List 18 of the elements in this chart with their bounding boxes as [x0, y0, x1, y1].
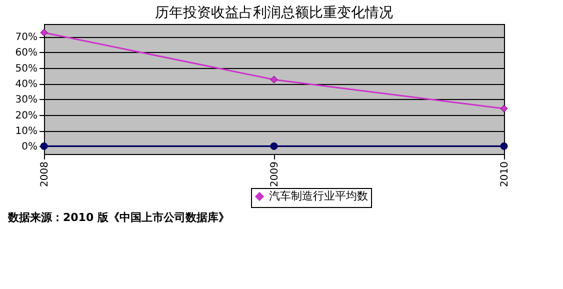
y-tick-label: 30%	[15, 94, 38, 106]
y-tick-label: 0%	[22, 142, 38, 153]
legend-label: 汽车制造行业平均数	[269, 190, 368, 202]
point	[270, 142, 278, 150]
source-note: 数据来源：2010 版《中国上市公司数据库》	[7, 211, 230, 224]
y-tick-label: 60%	[15, 48, 38, 59]
y-tick-label: 10%	[15, 126, 38, 138]
point	[500, 104, 508, 112]
y-tick-label: 20%	[15, 110, 38, 122]
point	[270, 76, 278, 84]
x-tick-label: 2009	[270, 162, 280, 187]
y-tick-label: 70%	[15, 32, 38, 44]
y-tick-label: 50%	[15, 63, 38, 74]
x-tick-label: 2008	[40, 162, 50, 187]
y-tick-label: 40%	[15, 79, 38, 90]
chart-title: 历年投资收益占利润总额比重变化情况	[155, 5, 393, 21]
x-tick-label: 2010	[500, 162, 510, 187]
point	[500, 142, 508, 150]
